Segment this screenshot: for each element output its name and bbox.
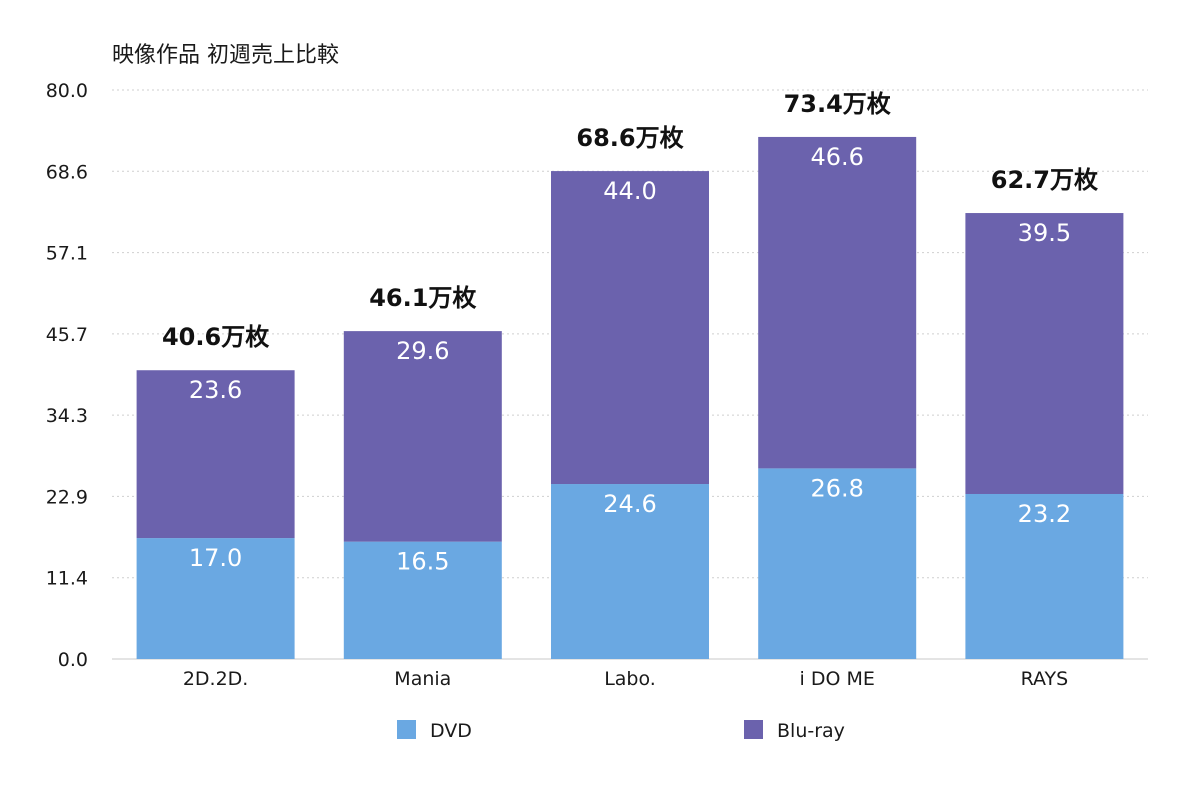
segment-value-label: 39.5 <box>1018 219 1071 247</box>
total-value-label: 62.7万枚 <box>991 166 1098 194</box>
bar-segment-blu-ray <box>343 331 502 542</box>
bar-segment-blu-ray <box>136 370 295 539</box>
segment-value-label: 23.2 <box>1018 500 1071 528</box>
total-value-label: 73.4万枚 <box>784 90 891 118</box>
segment-value-label: 17.0 <box>189 544 242 572</box>
segment-value-label: 46.6 <box>810 143 863 171</box>
legend-label: Blu-ray <box>777 720 845 742</box>
total-value-label: 68.6万枚 <box>576 124 683 152</box>
segment-value-label: 23.6 <box>189 376 242 404</box>
y-tick-label: 68.6 <box>46 161 88 183</box>
x-category-label: RAYS <box>1021 668 1069 690</box>
y-tick-label: 11.4 <box>46 568 88 590</box>
y-axis-ticks: 0.0 11.4 22.9 34.3 45.7 57.1 68.6 80.0 <box>46 80 88 671</box>
y-tick-label: 80.0 <box>46 80 88 102</box>
legend-label: DVD <box>430 720 472 742</box>
x-category-label: Mania <box>394 668 451 690</box>
segment-value-label: 29.6 <box>396 337 449 365</box>
bar-segment-blu-ray <box>551 171 709 485</box>
x-category-label: 2D.2D. <box>183 668 249 690</box>
y-tick-label: 34.3 <box>46 405 88 427</box>
y-tick-label: 45.7 <box>46 324 88 346</box>
x-axis-labels: 2D.2D. Mania Labo. i DO ME RAYS <box>183 668 1068 690</box>
y-tick-label: 0.0 <box>58 649 88 671</box>
bar-segment-blu-ray <box>758 136 917 469</box>
x-category-label: i DO ME <box>800 668 875 690</box>
legend-swatch <box>744 720 763 739</box>
total-value-label: 46.1万枚 <box>369 284 476 312</box>
legend: DVD Blu-ray <box>397 720 845 742</box>
segment-value-label: 44.0 <box>603 177 656 205</box>
bar-segment-dvd <box>758 468 917 659</box>
legend-swatch <box>397 720 416 739</box>
segment-value-label: 16.5 <box>396 548 449 576</box>
x-category-label: Labo. <box>604 668 656 690</box>
bar-segment-dvd <box>343 541 502 659</box>
bar-segment-dvd <box>136 538 295 659</box>
chart-title: 映像作品 初週売上比較 <box>112 43 339 68</box>
y-tick-label: 57.1 <box>46 243 88 265</box>
total-value-label: 40.6万枚 <box>162 323 269 351</box>
segment-value-label: 26.8 <box>810 474 863 502</box>
bar-segment-dvd <box>551 484 709 659</box>
bars: 17.0 23.6 40.6万枚 16.5 29.6 46.1万枚 24.6 44.0 68.6… <box>136 90 1124 659</box>
segment-value-label: 24.6 <box>603 490 656 518</box>
bar-segment-blu-ray <box>965 213 1124 494</box>
y-tick-label: 22.9 <box>46 486 88 508</box>
bar-segment-dvd <box>965 493 1124 659</box>
